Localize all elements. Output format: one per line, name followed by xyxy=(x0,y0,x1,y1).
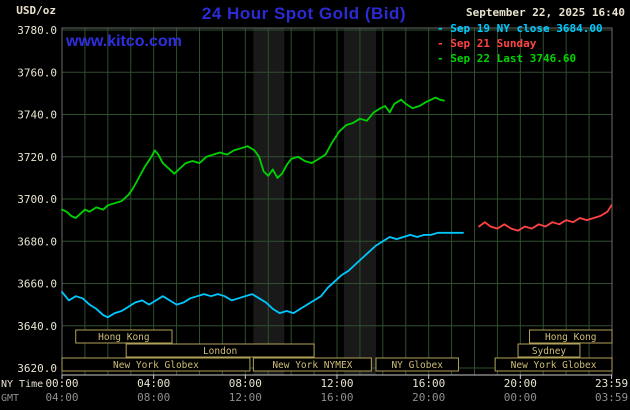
ny-time-caption: NY Time xyxy=(1,379,43,390)
x-axis-label-ny: 12:00 xyxy=(320,377,353,390)
session-box xyxy=(517,343,581,358)
x-axis-label-gmt: 20:00 xyxy=(412,391,445,404)
session-label: NY Globex xyxy=(391,360,443,371)
x-axis-label-gmt: 08:00 xyxy=(137,391,170,404)
kitco-watermark-link[interactable]: www.kitco.com xyxy=(66,33,182,50)
x-axis-label-ny: 23:59 xyxy=(595,377,628,390)
legend-item: - Sep 21 Sunday xyxy=(437,37,537,50)
session-label: Hong Kong xyxy=(98,332,149,343)
series-line-0 xyxy=(61,231,464,319)
x-axis-label-gmt: 12:00 xyxy=(229,391,262,404)
x-axis-label-ny: 00:00 xyxy=(45,377,78,390)
session-box xyxy=(252,357,372,372)
session-box xyxy=(529,329,613,344)
legend-item: - Sep 19 NY close 3684.00 xyxy=(437,22,603,35)
session-box xyxy=(75,329,173,344)
y-axis-label: 3740.0 xyxy=(17,109,57,122)
session-box xyxy=(125,343,315,358)
y-axis-label: 3780.0 xyxy=(17,24,57,37)
series-line-1 xyxy=(478,204,613,232)
legend-item: - Sep 22 Last 3746.60 xyxy=(437,52,577,65)
x-axis-label-gmt: 03:59 xyxy=(595,391,628,404)
x-axis-label-gmt: 04:00 xyxy=(45,391,78,404)
session-box xyxy=(494,357,613,372)
y-axis-label: 3660.0 xyxy=(17,278,57,291)
y-axis-label: 3620.0 xyxy=(17,362,57,375)
x-axis-label-ny: 16:00 xyxy=(412,377,445,390)
session-label: New York Globex xyxy=(113,360,199,371)
x-axis-label-ny: 20:00 xyxy=(504,377,537,390)
chart-datetime: September 22, 2025 16:40 xyxy=(466,6,625,19)
legend: - Sep 19 NY close 3684.00 - Sep 21 Sunday… xyxy=(437,21,603,66)
chart-title: 24 Hour Spot Gold (Bid) xyxy=(201,4,407,23)
gmt-caption: GMT xyxy=(1,393,19,404)
session-box xyxy=(375,357,459,372)
session-label: Sydney xyxy=(532,346,567,357)
session-label: New York NYMEX xyxy=(272,360,352,371)
y-axis-units-label: USD/oz xyxy=(16,4,56,17)
x-axis-label-ny: 04:00 xyxy=(137,377,170,390)
session-label: New York Globex xyxy=(511,360,597,371)
session-label: London xyxy=(203,346,237,357)
y-axis-label: 3680.0 xyxy=(17,235,57,248)
session-box xyxy=(61,357,251,372)
x-axis-label-ny: 08:00 xyxy=(229,377,262,390)
session-label: Hong Kong xyxy=(545,332,596,343)
x-axis-label-gmt: 00:00 xyxy=(504,391,537,404)
y-axis-label: 3640.0 xyxy=(17,320,57,333)
session-shade-band xyxy=(253,28,285,375)
x-axis-label-gmt: 16:00 xyxy=(320,391,353,404)
y-axis-label: 3720.0 xyxy=(17,151,57,164)
y-axis-label: 3760.0 xyxy=(17,66,57,79)
y-axis-label: 3700.0 xyxy=(17,193,57,206)
series-line-2 xyxy=(61,96,445,219)
